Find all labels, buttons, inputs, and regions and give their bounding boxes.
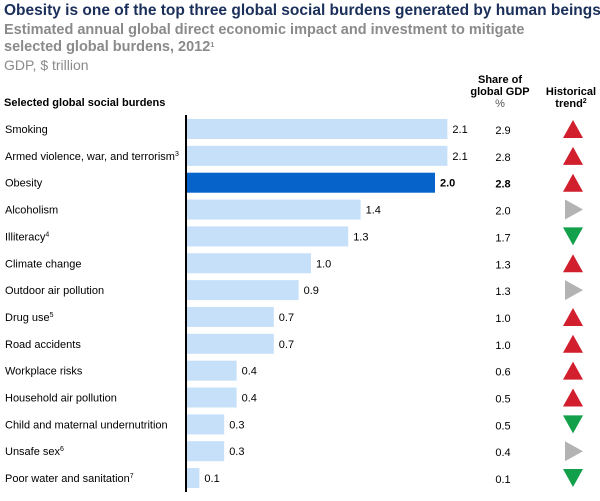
category-label: Smoking — [5, 124, 48, 136]
trend-down-icon — [563, 227, 583, 246]
trend-up-icon — [563, 307, 583, 326]
trend-up-icon — [563, 120, 583, 138]
share-header-line2: global GDP — [470, 86, 530, 98]
share-of-gdp-value: 1.0 — [495, 340, 510, 352]
share-of-gdp-value: 0.6 — [495, 367, 510, 379]
trend-flat-icon — [565, 280, 583, 301]
value-label: 0.3 — [229, 446, 244, 458]
share-of-gdp-value: 2.8 — [495, 152, 510, 164]
share-header: Share of global GDP % — [460, 74, 540, 110]
share-of-gdp-value: 2.0 — [495, 206, 510, 218]
value-label: 2.1 — [452, 151, 467, 163]
share-of-gdp-value: 2.9 — [495, 125, 510, 137]
trend-up-icon — [563, 361, 583, 380]
bar-outdoor-air-pollution — [187, 280, 299, 301]
bar-road-accidents — [187, 333, 274, 354]
share-of-gdp-value: 0.4 — [495, 447, 510, 459]
trend-flat-icon — [565, 199, 583, 220]
category-label: Poor water and sanitation7 — [5, 473, 134, 485]
bar-armed-violence-war-and-terrorism — [187, 145, 448, 166]
value-label: 0.1 — [204, 473, 219, 485]
bar-drug-use — [187, 306, 274, 327]
subtitle-text: Estimated annual global direct economic … — [4, 22, 525, 55]
category-label: Unsafe sex6 — [5, 446, 64, 458]
share-of-gdp-value: 1.7 — [495, 232, 510, 244]
trend-up-icon — [563, 173, 583, 192]
trend-up-icon — [563, 254, 583, 273]
trend-header-text: Historical trend — [545, 86, 597, 110]
category-header: Selected global social burdens — [4, 97, 166, 109]
category-label: Obesity — [5, 178, 43, 190]
category-label: Outdoor air pollution — [5, 285, 104, 297]
bar-poor-water-and-sanitation — [187, 468, 200, 489]
bar-obesity — [187, 172, 435, 193]
value-label: 0.7 — [279, 312, 294, 324]
bar-workplace-risks — [187, 360, 237, 381]
share-of-gdp-value: 1.3 — [495, 259, 510, 271]
value-label: 2.0 — [440, 178, 455, 190]
footnote-marker: 1 — [210, 42, 215, 49]
value-label: 1.0 — [316, 258, 331, 270]
category-label: Workplace risks — [5, 366, 83, 378]
category-label: Child and maternal undernutrition — [5, 419, 168, 431]
value-label: 1.3 — [353, 231, 368, 243]
chart-title: Obesity is one of the top three global s… — [4, 2, 600, 19]
share-header-line1: Share of — [477, 74, 522, 86]
trend-up-icon — [563, 334, 583, 353]
bar-child-and-maternal-undernutrition — [187, 414, 225, 435]
trend-flat-icon — [565, 441, 583, 462]
bar-illiteracy — [187, 226, 349, 247]
category-label: Illiteracy4 — [5, 231, 49, 243]
share-of-gdp-value: 0.5 — [495, 394, 510, 406]
share-of-gdp-value: 2.8 — [495, 179, 510, 191]
bar-unsafe-sex — [187, 441, 225, 462]
value-label: 0.4 — [242, 366, 257, 378]
value-label: 1.4 — [366, 205, 381, 217]
trend-up-icon — [563, 146, 583, 165]
category-label: Climate change — [5, 258, 81, 270]
bar-alcoholism — [187, 199, 361, 220]
category-label: Armed violence, war, and terrorism3 — [5, 151, 179, 163]
bar-smoking — [187, 119, 448, 139]
unit-label: GDP, $ trillion — [4, 57, 89, 73]
value-label: 0.4 — [242, 393, 257, 405]
chart-subtitle: Estimated annual global direct economic … — [4, 22, 564, 56]
trend-down-icon — [563, 469, 583, 488]
category-label: Household air pollution — [5, 393, 117, 405]
value-label: 0.3 — [229, 419, 244, 431]
share-of-gdp-value: 1.3 — [495, 286, 510, 298]
value-label: 2.1 — [452, 124, 467, 136]
footnote-marker: 2 — [582, 98, 587, 105]
trend-up-icon — [563, 388, 583, 407]
category-label: Alcoholism — [5, 205, 58, 217]
bar-climate-change — [187, 253, 311, 274]
share-of-gdp-value: 1.0 — [495, 313, 510, 325]
share-header-unit: % — [495, 98, 505, 110]
category-label: Drug use5 — [5, 312, 54, 324]
value-label: 0.7 — [279, 339, 294, 351]
share-of-gdp-value: 0.1 — [495, 474, 510, 486]
trend-down-icon — [563, 415, 583, 434]
bar-household-air-pollution — [187, 387, 237, 408]
trend-header: Historical trend2 — [538, 86, 600, 110]
share-of-gdp-value: 0.5 — [495, 420, 510, 432]
value-label: 0.9 — [304, 285, 319, 297]
category-label: Road accidents — [5, 339, 81, 351]
